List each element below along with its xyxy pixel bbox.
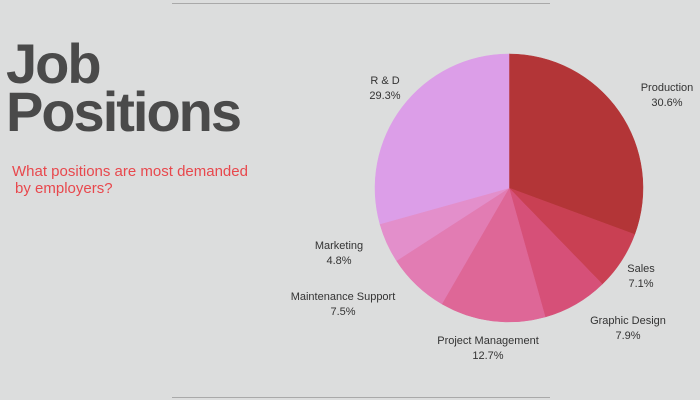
subtitle-line-1: What positions are most demanded: [12, 163, 248, 180]
title-line-1: Job: [6, 32, 102, 95]
slice-value-maintenance-support: 7.5%: [330, 306, 355, 318]
slice-label-marketing: Marketing: [315, 240, 363, 252]
slice-label-project-management: Project Management: [437, 335, 539, 347]
bottom-divider: [172, 397, 550, 398]
slice-label-maintenance-support: Maintenance Support: [291, 291, 396, 303]
slice-label-graphic-design: Graphic Design: [590, 315, 666, 327]
pie-slice-r-and-d: [374, 53, 510, 225]
slice-value-r-and-d: 29.3%: [369, 90, 400, 102]
pie-slice-production: [508, 53, 644, 235]
slice-label-r-and-d: R & D: [370, 75, 399, 87]
title-line-2: Positions: [6, 80, 242, 143]
slice-value-marketing: 4.8%: [326, 255, 351, 267]
page-subtitle: What positions are most demanded by empl…: [12, 163, 262, 197]
pie-slice-project-management: [441, 187, 546, 323]
slice-value-sales: 7.1%: [628, 278, 653, 290]
slice-label-production: Production: [641, 82, 694, 94]
slice-value-project-management: 12.7%: [472, 350, 503, 362]
slice-value-production: 30.6%: [651, 97, 682, 109]
top-divider: [172, 3, 550, 4]
slice-value-graphic-design: 7.9%: [615, 330, 640, 342]
pie-labels: Production 30.6% Sales 7.1% Graphic Design 7.…: [291, 75, 694, 362]
page-title: Job Positions: [6, 32, 242, 143]
slice-label-sales: Sales: [627, 263, 655, 275]
subtitle-line-2: by employers?: [15, 180, 113, 197]
pie-slices: [374, 53, 644, 323]
